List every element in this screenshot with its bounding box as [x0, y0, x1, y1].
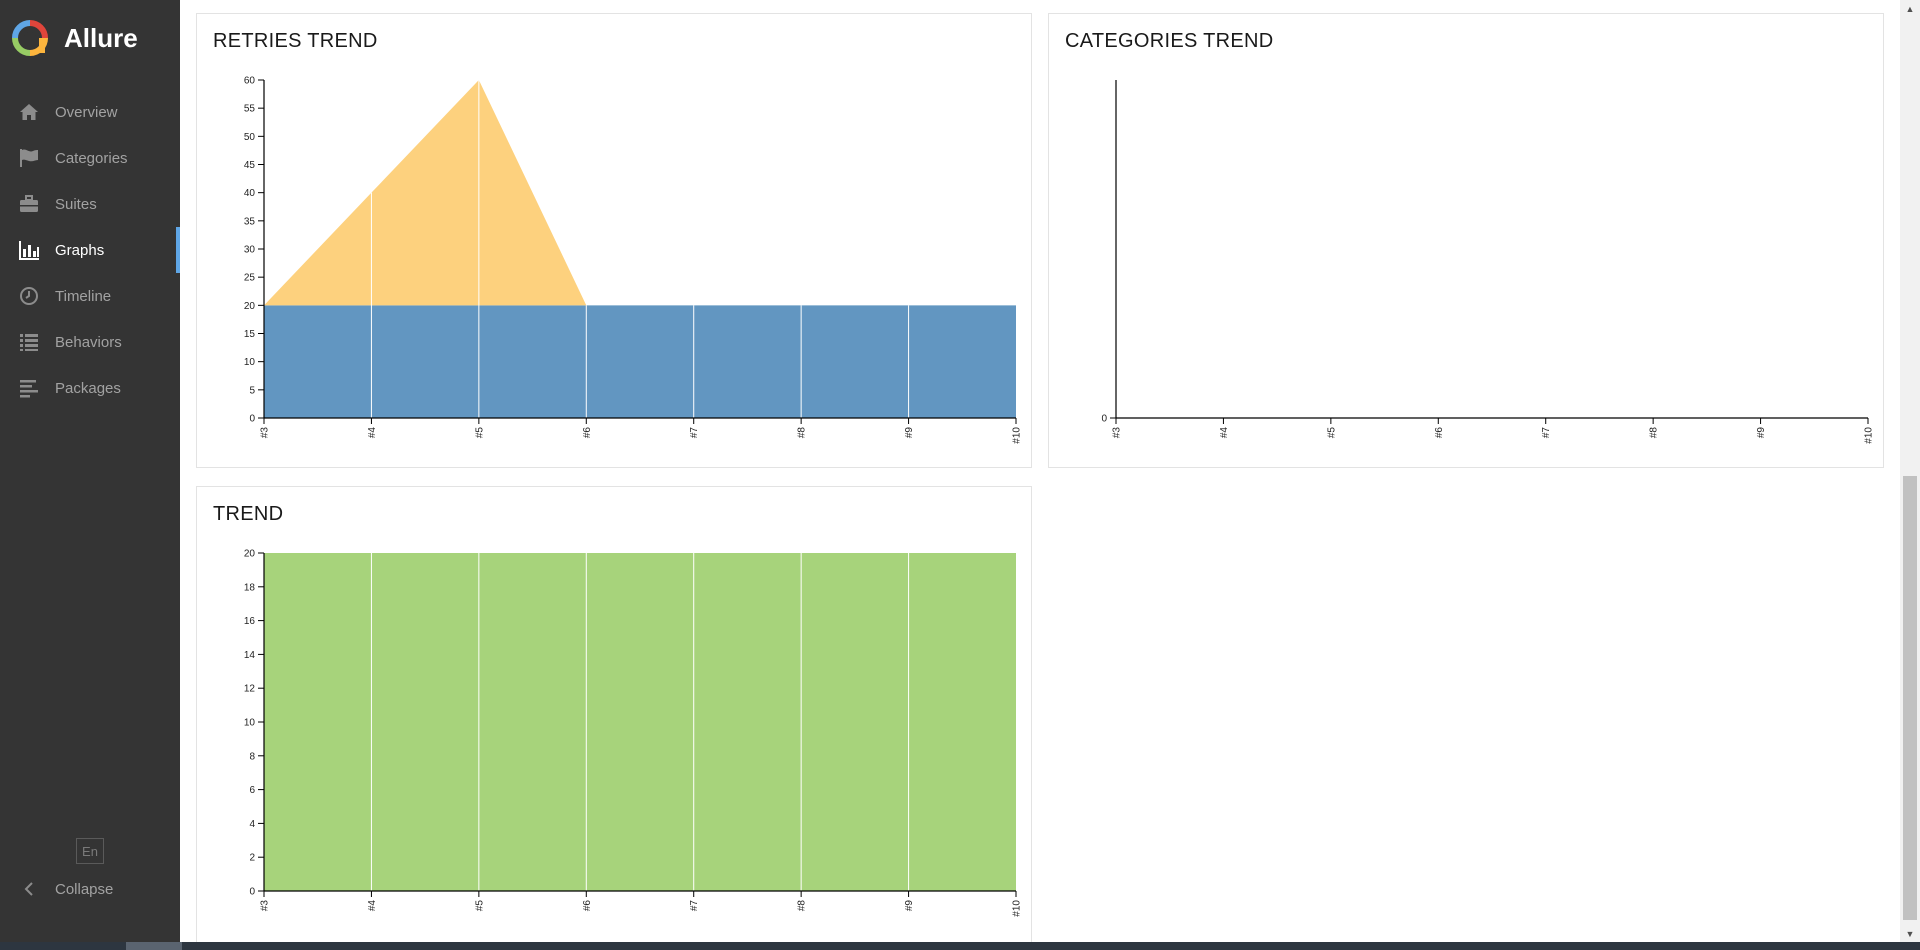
bar-chart-icon: [18, 239, 40, 261]
y-tick-label: 0: [1101, 414, 1107, 425]
sidebar-item-label: Timeline: [55, 287, 112, 305]
x-tick-label: #3: [260, 900, 271, 912]
sidebar-item-behaviors[interactable]: Behaviors: [0, 319, 180, 365]
y-tick-label: 0: [249, 887, 255, 898]
scroll-up-icon[interactable]: ▲: [1905, 3, 1915, 14]
sidebar-item-label: Behaviors: [55, 333, 122, 351]
collapse-label: Collapse: [55, 880, 114, 898]
y-tick-label: 18: [244, 582, 256, 593]
x-tick-label: #9: [904, 900, 915, 912]
x-tick-label: #9: [904, 427, 915, 439]
y-tick-label: 14: [244, 650, 256, 661]
widget-title: RETRIES TREND: [213, 30, 378, 52]
brand[interactable]: Allure: [12, 18, 138, 58]
y-tick-label: 8: [249, 751, 255, 762]
retries-trend-widget: RETRIES TREND 0 5 10 15 20 25 30 35 40 45 50 55 60 #3…: [196, 13, 1032, 468]
sidebar-item-label: Suites: [55, 195, 97, 213]
vertical-scrollbar[interactable]: ▲ ▼: [1900, 0, 1920, 942]
x-tick-label: #10: [1012, 900, 1023, 917]
sidebar-item-categories[interactable]: Categories: [0, 135, 180, 181]
scroll-down-icon[interactable]: ▼: [1905, 928, 1915, 939]
x-tick-label: #5: [474, 900, 485, 912]
y-tick-label: 15: [244, 329, 256, 340]
y-tick-label: 10: [244, 718, 256, 729]
x-tick-label: #9: [1756, 427, 1767, 439]
x-tick-label: #4: [367, 427, 378, 439]
widget-title: CATEGORIES TREND: [1065, 30, 1274, 52]
sidebar-item-label: Graphs: [55, 241, 105, 259]
x-tick-label: #7: [689, 427, 700, 439]
y-tick-label: 0: [249, 414, 255, 425]
sidebar-nav: Overview Categories Suites Graphs Timeli…: [0, 89, 180, 411]
scroll-thumb[interactable]: [1903, 476, 1917, 920]
y-tick-label: 16: [244, 616, 256, 627]
y-tick-label: 6: [249, 785, 255, 796]
categories-trend-chart: 0 #3 #4 #5 #6 #7 #8 #9 #10: [1101, 80, 1875, 444]
x-tick-label: #8: [797, 900, 808, 912]
y-tick-label: 12: [244, 684, 256, 695]
x-tick-label: #10: [1864, 427, 1875, 444]
sidebar-item-graphs[interactable]: Graphs: [0, 227, 180, 273]
y-tick-label: 45: [244, 160, 256, 171]
y-tick-label: 60: [244, 76, 256, 87]
collapse-button[interactable]: Collapse: [0, 872, 180, 906]
x-tick-label: #8: [797, 427, 808, 439]
x-tick-label: #7: [689, 900, 700, 912]
horizontal-scroll-thumb[interactable]: [126, 942, 182, 950]
x-tick-label: #6: [582, 900, 593, 912]
sidebar-item-packages[interactable]: Packages: [0, 365, 180, 411]
x-tick-label: #5: [1326, 427, 1337, 439]
language-toggle[interactable]: En: [76, 838, 104, 864]
y-tick-label: 4: [249, 819, 255, 830]
series-area-0: [264, 305, 1016, 418]
main-content: RETRIES TREND 0 5 10 15 20 25 30 35 40 45 50 55 60 #3…: [180, 0, 1900, 942]
horizontal-scrollbar[interactable]: [0, 942, 1920, 950]
allure-logo-icon: [12, 20, 48, 56]
y-tick-label: 35: [244, 216, 256, 227]
retries-trend-chart: 0 5 10 15 20 25 30 35 40 45 50 55 60 #3 #4 #5 #6 #7 #8 #9 #1…: [244, 76, 1023, 444]
x-tick-label: #7: [1541, 427, 1552, 439]
trend-widget: TREND 0 2 4 6 8 10 12 14 16 18 20 #3 #4 #5 #6 #7 #8 #9 #10: [196, 486, 1032, 942]
sidebar: Allure Overview Categories Suites Graphs: [0, 0, 180, 950]
x-tick-label: #3: [260, 427, 271, 439]
briefcase-icon: [18, 193, 40, 215]
trend-chart: 0 2 4 6 8 10 12 14 16 18 20 #3 #4 #5 #6 #7 #8 #9 #10: [244, 549, 1023, 917]
x-tick-label: #6: [1434, 427, 1445, 439]
x-tick-label: #10: [1012, 427, 1023, 444]
sidebar-item-label: Overview: [55, 103, 118, 121]
x-tick-label: #6: [582, 427, 593, 439]
y-tick-label: 50: [244, 132, 256, 143]
y-tick-label: 55: [244, 104, 256, 115]
clock-icon: [18, 285, 40, 307]
sidebar-item-label: Categories: [55, 149, 128, 167]
sidebar-item-suites[interactable]: Suites: [0, 181, 180, 227]
chevron-left-icon: [18, 878, 40, 900]
series-area-1: [264, 80, 1016, 306]
sidebar-item-overview[interactable]: Overview: [0, 89, 180, 135]
y-tick-label: 5: [249, 385, 255, 396]
y-tick-label: 20: [244, 549, 256, 560]
home-icon: [18, 101, 40, 123]
y-tick-label: 2: [249, 853, 255, 864]
categories-trend-widget: CATEGORIES TREND 0 #3 #4 #5 #6 #7 #8 #9 #10: [1048, 13, 1884, 468]
app-name: Allure: [64, 22, 138, 53]
x-tick-label: #4: [367, 900, 378, 912]
align-left-icon: [18, 377, 40, 399]
flag-icon: [18, 147, 40, 169]
y-tick-label: 20: [244, 301, 256, 312]
list-icon: [18, 331, 40, 353]
series-area-0: [264, 553, 1016, 891]
y-tick-label: 30: [244, 245, 256, 256]
y-tick-label: 10: [244, 357, 256, 368]
widget-title: TREND: [213, 503, 284, 525]
x-tick-label: #4: [1219, 427, 1230, 439]
x-tick-label: #3: [1112, 427, 1123, 439]
sidebar-item-timeline[interactable]: Timeline: [0, 273, 180, 319]
y-tick-label: 40: [244, 188, 256, 199]
x-tick-label: #5: [474, 427, 485, 439]
x-tick-label: #8: [1649, 427, 1660, 439]
y-tick-label: 25: [244, 273, 256, 284]
sidebar-item-label: Packages: [55, 379, 121, 397]
